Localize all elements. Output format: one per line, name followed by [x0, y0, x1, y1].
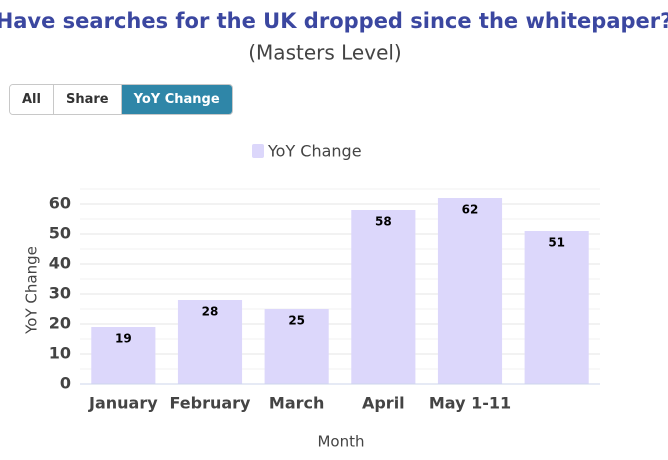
- bar: [264, 309, 329, 384]
- x-tick-label: January: [88, 394, 158, 413]
- data-label: 62: [462, 203, 479, 217]
- y-tick-label: 50: [49, 224, 71, 243]
- legend-label: YoY Change: [267, 142, 362, 161]
- button-group: All Share YoY Change: [9, 84, 233, 115]
- y-tick-label: 0: [60, 374, 71, 393]
- data-label: 25: [288, 314, 305, 328]
- y-tick-label: 20: [49, 314, 71, 333]
- x-tick-label: April: [362, 394, 405, 413]
- x-tick-label: February: [170, 394, 252, 413]
- chart-subtitle: (Masters Level): [248, 41, 401, 65]
- data-label: 19: [115, 332, 132, 346]
- x-tick-label: March: [269, 394, 324, 413]
- tab-button[interactable]: All: [10, 85, 53, 114]
- tab-button[interactable]: Share: [52, 85, 121, 114]
- data-label: 51: [548, 236, 565, 250]
- bar: [177, 300, 243, 384]
- chart-title: Have searches for the UK dropped since t…: [0, 9, 668, 33]
- bar: [351, 210, 416, 384]
- y-tick-label: 60: [49, 194, 71, 213]
- tab-button[interactable]: YoY Change: [120, 85, 232, 114]
- data-label: 58: [375, 215, 392, 229]
- y-axis-title: YoY Change: [23, 246, 41, 335]
- legend-swatch: [252, 144, 264, 158]
- y-tick-label: 10: [49, 344, 71, 363]
- x-tick-label: May 1-11: [429, 394, 511, 413]
- bar: [524, 231, 589, 384]
- bar: [437, 198, 503, 384]
- y-tick-label: 40: [49, 254, 71, 273]
- data-label: 28: [202, 305, 219, 319]
- bar: [91, 327, 156, 384]
- y-tick-label: 30: [49, 284, 71, 303]
- x-axis-title: Month: [317, 433, 364, 451]
